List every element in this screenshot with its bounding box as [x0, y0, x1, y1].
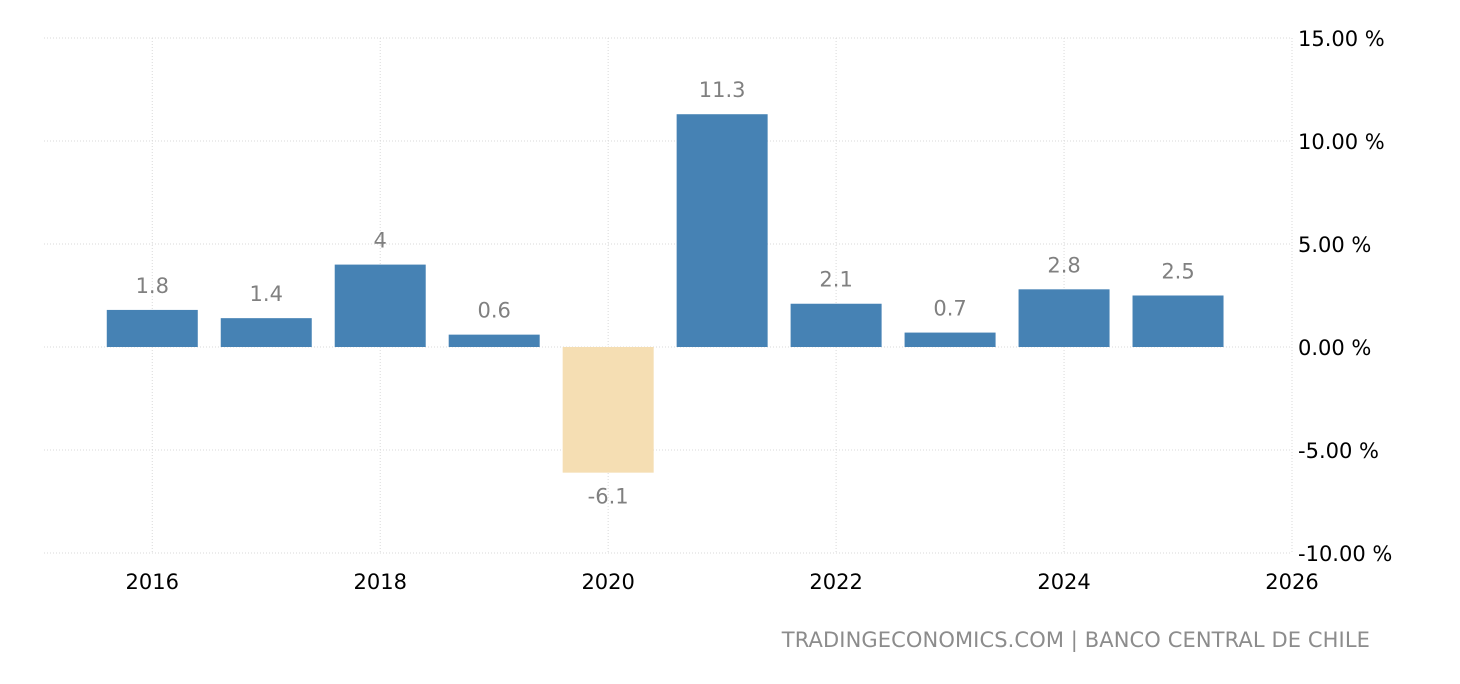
- data-labels: 1.8 1.4 4 0.6 -6.1 11.3 2.1 0.7 2.8 2.5: [136, 78, 1195, 508]
- y-tick-label: -10.00 %: [1298, 542, 1392, 566]
- bar: [1132, 295, 1224, 347]
- bar: [904, 332, 996, 347]
- bar: [220, 318, 312, 347]
- x-tick-label: 2016: [126, 570, 179, 594]
- bars: [106, 114, 1224, 473]
- y-tick-label: 10.00 %: [1298, 130, 1385, 154]
- bar: [106, 309, 198, 347]
- x-tick-label: 2020: [581, 570, 634, 594]
- data-label: 2.5: [1161, 260, 1194, 284]
- x-tick-label: 2026: [1265, 570, 1318, 594]
- x-tick-label: 2022: [809, 570, 862, 594]
- bar: [1018, 289, 1110, 347]
- bar: [334, 264, 426, 347]
- bar: [676, 114, 768, 347]
- x-tick-label: 2024: [1037, 570, 1090, 594]
- data-label: 1.8: [136, 274, 169, 298]
- data-label: -6.1: [588, 485, 629, 509]
- data-label: 11.3: [699, 78, 746, 102]
- data-label: 0.7: [933, 297, 966, 321]
- y-tick-label: 0.00 %: [1298, 336, 1371, 360]
- bar: [790, 303, 882, 347]
- data-label: 1.4: [250, 282, 283, 306]
- source-attribution: TRADINGECONOMICS.COM | BANCO CENTRAL DE …: [781, 628, 1370, 652]
- bar: [448, 334, 540, 347]
- y-tick-label: -5.00 %: [1298, 439, 1379, 463]
- y-tick-label: 15.00 %: [1298, 27, 1385, 51]
- data-label: 2.1: [819, 268, 852, 292]
- bar: [562, 347, 654, 473]
- y-axis-ticks: 15.00 % 10.00 % 5.00 % 0.00 % -5.00 % -10.00 …: [1298, 27, 1392, 566]
- data-label: 2.8: [1047, 253, 1080, 277]
- x-axis-ticks: 2016 2018 2020 2022 2024 2026: [126, 570, 1319, 594]
- data-label: 0.6: [477, 299, 510, 323]
- y-tick-label: 5.00 %: [1298, 233, 1371, 257]
- x-tick-label: 2018: [353, 570, 406, 594]
- data-label: 4: [374, 229, 387, 253]
